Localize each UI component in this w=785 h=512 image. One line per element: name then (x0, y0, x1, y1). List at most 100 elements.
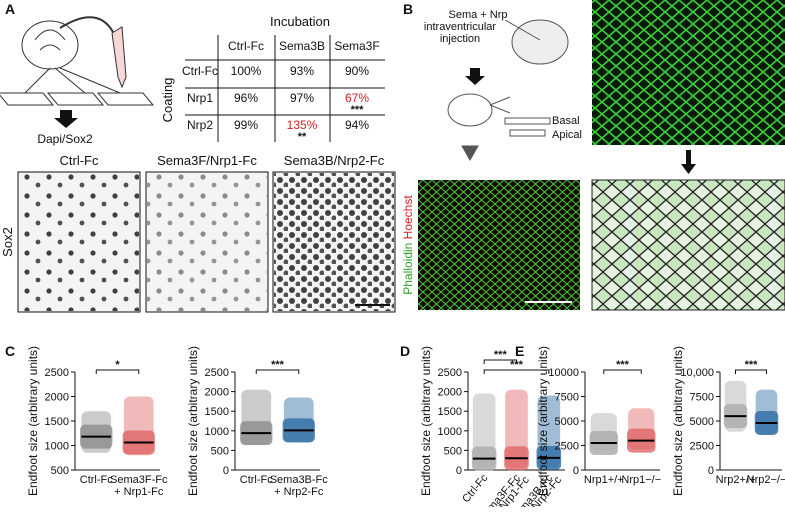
significance: * (115, 359, 120, 371)
cell: 94% (345, 118, 369, 132)
y-tick-label: 5000 (690, 416, 714, 428)
y-tick-label: 2500 (555, 441, 579, 453)
y-axis-label: Endfoot size (arbitrary units) (186, 346, 200, 496)
cell: 96% (234, 91, 258, 105)
y-axis-label: Endfoot size (arbitrary units) (419, 346, 433, 496)
y-tick-label: 500 (444, 445, 462, 457)
image-title: Sema3F/Nrp1-Fc (157, 153, 257, 168)
x-tick-label: Nrp1−/− (621, 474, 661, 486)
significance: *** (745, 359, 759, 371)
column-header: Sema3B (279, 39, 325, 53)
image-title: Ctrl-Fc (60, 153, 99, 168)
significance-bracket (603, 369, 642, 374)
cell: 93% (290, 64, 314, 78)
panel-label: E (515, 343, 524, 359)
row-header: Ctrl-Fc (182, 64, 218, 78)
y-tick-label: 1500 (205, 406, 229, 418)
y-tick-label: 1000 (438, 426, 462, 438)
panel-label: B (403, 1, 413, 17)
y-tick-label: 7500 (555, 392, 579, 404)
nuclei (147, 173, 267, 311)
panel-label: A (5, 1, 15, 17)
x-tick-label: Nrp2−/− (747, 474, 785, 486)
significance-bracket (483, 369, 550, 374)
injection-text: Sema + Nrp (449, 9, 508, 21)
y-axis-label: Endfoot size (arbitrary units) (26, 346, 40, 496)
x-tick-label: Nrp2+/+ (716, 474, 756, 486)
column-header: Ctrl-Fc (228, 39, 264, 53)
column-group: Incubation (270, 14, 330, 29)
y-tick-label: 1500 (45, 416, 69, 428)
row-header: Nrp2 (187, 118, 213, 132)
image-row-label: Sox2 (0, 227, 15, 257)
cell: 67% (345, 91, 369, 105)
panel-label: D (400, 343, 410, 359)
basal: Basal (552, 115, 580, 127)
y-tick-label: 0 (573, 465, 579, 477)
injection-text: intraventricular (424, 21, 496, 33)
nuclei (274, 173, 394, 311)
y-tick-label: 500 (211, 445, 229, 457)
column-header: Sema3F (334, 39, 379, 53)
stain: Dapi/Sox2 (37, 132, 93, 146)
significance: *** (351, 104, 365, 116)
y-tick-label: 500 (51, 465, 69, 477)
row-group: Coating (160, 78, 175, 123)
cell: 90% (345, 64, 369, 78)
significance-bracket (735, 369, 767, 374)
x-tick-label: + Nrp2-Fc (274, 486, 324, 498)
y-tick-label: 7500 (690, 392, 714, 404)
y-tick-label: 1000 (205, 426, 229, 438)
y-tick-label: 0 (223, 465, 229, 477)
cell: 97% (290, 91, 314, 105)
y-tick-label: 10,000 (680, 367, 714, 379)
x-tick-label: Sema3F-Fc (110, 474, 168, 486)
injection-text: injection (440, 33, 480, 45)
x-tick-label: Ctrl-Fc (80, 474, 113, 486)
cell: 100% (231, 64, 262, 78)
x-tick-label: Ctrl-Fc (460, 472, 491, 505)
stain-2: Hoechst (401, 195, 415, 240)
significance: *** (510, 359, 524, 371)
x-tick-label: + Nrp1-Fc (114, 486, 164, 498)
y-tick-label: 2500 (438, 367, 462, 379)
y-tick-label: 1500 (438, 406, 462, 418)
segmentation (591, 179, 785, 311)
y-tick-label: 10000 (548, 367, 579, 379)
significance: *** (494, 349, 508, 361)
arrow (54, 110, 78, 128)
stain-1: Phalloidin (401, 243, 415, 295)
significance: *** (616, 359, 630, 371)
micrograph-merge (418, 180, 580, 310)
image-title: Sema3B/Nrp2-Fc (284, 153, 385, 168)
row-header: Nrp1 (187, 91, 213, 105)
y-tick-label: 2500 (690, 441, 714, 453)
apical: Apical (552, 129, 582, 141)
significance-bracket (483, 359, 517, 364)
x-tick-label: Nrp1+/+ (584, 474, 624, 486)
panel-b: B Sema + Nrp intraventricular injection … (401, 0, 785, 311)
y-tick-label: 0 (708, 465, 714, 477)
nuclei (19, 173, 139, 311)
arrow (681, 150, 696, 174)
panel-label: C (5, 343, 15, 359)
y-axis-label: Endfoot size (arbitrary units) (536, 346, 550, 496)
y-tick-label: 2000 (438, 387, 462, 399)
significance: ** (298, 131, 307, 143)
brain-schematic (0, 16, 155, 106)
significance-bracket (255, 369, 300, 374)
x-tick-label: Ctrl-Fc (240, 474, 273, 486)
y-tick-label: 0 (456, 465, 462, 477)
table-lines (185, 35, 385, 142)
embryo-schematic (447, 19, 569, 162)
y-tick-label: 2500 (205, 367, 229, 379)
x-tick-label: Sema3B-Fc (270, 474, 329, 486)
cell: 99% (234, 118, 258, 132)
y-axis-label: Endfoot size (arbitrary units) (671, 346, 685, 496)
y-tick-label: 2000 (205, 387, 229, 399)
y-tick-label: 5000 (555, 416, 579, 428)
significance-bracket (95, 369, 140, 374)
micrograph-phalloidin (592, 0, 785, 145)
y-tick-label: 2000 (45, 392, 69, 404)
y-tick-label: 2500 (45, 367, 69, 379)
